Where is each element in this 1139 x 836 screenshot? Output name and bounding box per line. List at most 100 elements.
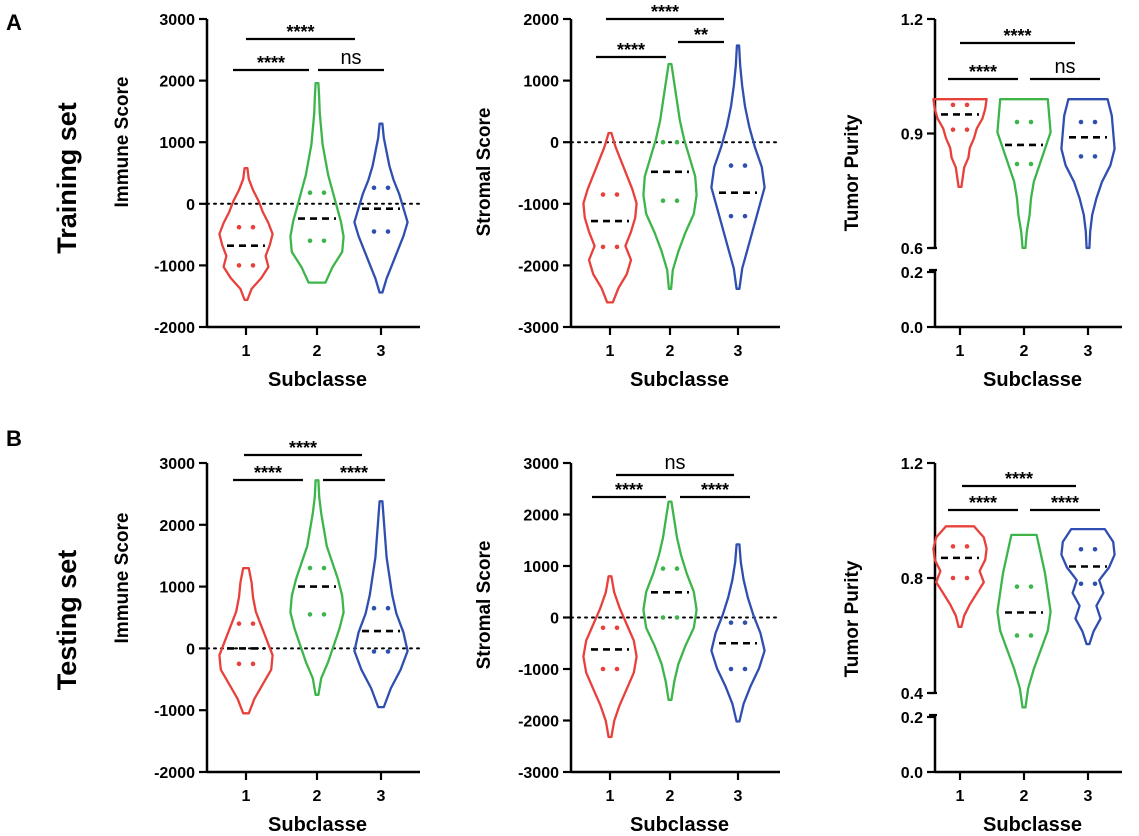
quartile-dot (307, 238, 313, 244)
y-tick-label: 0.2 (901, 710, 923, 727)
y-tick-label: 0.4 (901, 686, 923, 703)
x-tick-label: 3 (734, 343, 743, 360)
y-tick-label: 0 (550, 611, 559, 628)
x-tick-label: 3 (377, 788, 386, 805)
quartile-dot (385, 229, 391, 234)
quartile-dot (742, 163, 748, 168)
y-tick-label: 2000 (523, 508, 559, 525)
y-tick-label: 2000 (523, 12, 559, 29)
y-tick-label: 1.2 (901, 12, 923, 29)
significance-label: ** (694, 25, 708, 45)
y-axis-title: Immune Score (112, 513, 133, 644)
quartile-dot (250, 263, 256, 268)
x-tick-label: 2 (313, 343, 322, 360)
violin-2 (289, 479, 345, 696)
violin-3 (1060, 527, 1116, 646)
quartile-dot (321, 612, 327, 617)
quartile-dot (614, 192, 620, 197)
quartile-dot (1078, 154, 1084, 159)
quartile-dot (950, 127, 956, 132)
quartile-dot (742, 666, 748, 672)
panel-A-immune: -2000 -1000 0 1000 2000 3000 1 2 3 Subclasse Immun… (112, 12, 421, 391)
significance-label: **** (286, 22, 314, 42)
y-tick-label: 1000 (159, 580, 195, 597)
significance-label: ns (664, 452, 685, 474)
quartile-dot (307, 565, 313, 571)
quartile-dot (1092, 581, 1098, 587)
violin-3 (710, 543, 766, 723)
violin-2 (642, 62, 698, 290)
quartile-dot (1014, 161, 1020, 167)
violin-1 (218, 166, 274, 302)
quartile-dot (1092, 546, 1098, 552)
y-tick-label: 0.0 (901, 320, 923, 337)
x-tick-label: 3 (377, 343, 386, 360)
quartile-dot (307, 190, 313, 196)
y-tick-label: -1000 (518, 197, 559, 214)
quartile-dot (742, 620, 748, 625)
violin-1 (582, 131, 638, 304)
quartile-dot (371, 185, 377, 191)
significance-label: ns (1054, 56, 1075, 78)
y-tick-label: 0.8 (901, 571, 923, 588)
y-tick-label: -1000 (154, 258, 195, 275)
quartile-dot (1014, 584, 1020, 589)
quartile-dot (742, 213, 748, 219)
quartile-dot (964, 575, 970, 581)
panel-B-stromal: -3000 -2000 -1000 0 1000 2000 3000 1 2 3 Subclasse… (474, 452, 781, 836)
x-tick-label: 1 (242, 343, 251, 360)
significance-label: **** (615, 480, 643, 500)
x-tick-label: 2 (1020, 343, 1029, 360)
quartile-dot (728, 666, 734, 672)
x-tick-label: 3 (1084, 788, 1093, 805)
quartile-dot (964, 127, 970, 132)
x-tick-label: 2 (666, 343, 675, 360)
quartile-dot (674, 139, 680, 145)
significance-label: **** (969, 493, 997, 513)
quartile-dot (728, 620, 734, 625)
y-tick-label: 2000 (159, 74, 195, 91)
x-tick-label: 1 (606, 788, 615, 805)
quartile-dot (236, 621, 242, 626)
x-tick-label: 2 (1020, 788, 1029, 805)
quartile-dot (1078, 119, 1084, 125)
quartile-dot (674, 615, 680, 620)
x-axis-title: Subclasse (268, 814, 367, 836)
panel-B-immune: -2000 -1000 0 1000 2000 3000 1 2 3 Subclasse Immun… (112, 438, 421, 836)
quartile-dot (1014, 119, 1020, 125)
quartile-dot (371, 649, 377, 654)
y-tick-label: 1000 (523, 559, 559, 576)
y-axis-title: Immune Score (112, 77, 133, 208)
violin-3 (710, 44, 766, 290)
y-tick-label: 0 (550, 135, 559, 152)
quartile-dot (660, 198, 666, 204)
x-tick-label: 2 (313, 788, 322, 805)
quartile-dot (371, 229, 377, 234)
violin-1 (932, 525, 988, 629)
quartile-dot (250, 661, 256, 667)
violin-1 (218, 566, 274, 715)
row-label-testing: Testing set (52, 550, 82, 691)
significance-label: **** (1003, 26, 1031, 46)
quartile-dot (614, 666, 620, 672)
y-tick-label: -1000 (154, 703, 195, 720)
y-axis-title: Stromal Score (474, 541, 495, 670)
quartile-dot (660, 615, 666, 620)
y-axis-title: Tumor Purity (842, 560, 863, 677)
significance-label: **** (969, 62, 997, 82)
significance-label: **** (254, 463, 282, 483)
row-label-training: Training set (52, 102, 82, 254)
quartile-dot (728, 163, 734, 168)
y-tick-label: 3000 (159, 456, 195, 473)
x-tick-label: 1 (606, 343, 615, 360)
quartile-dot (321, 565, 327, 571)
x-axis-title: Subclasse (983, 814, 1082, 836)
y-tick-label: 1000 (523, 74, 559, 91)
quartile-dot (950, 575, 956, 581)
quartile-dot (236, 263, 242, 268)
y-tick-label: -3000 (518, 765, 559, 782)
y-tick-label: 3000 (523, 456, 559, 473)
quartile-dot (1028, 119, 1034, 125)
significance-label: **** (701, 480, 729, 500)
